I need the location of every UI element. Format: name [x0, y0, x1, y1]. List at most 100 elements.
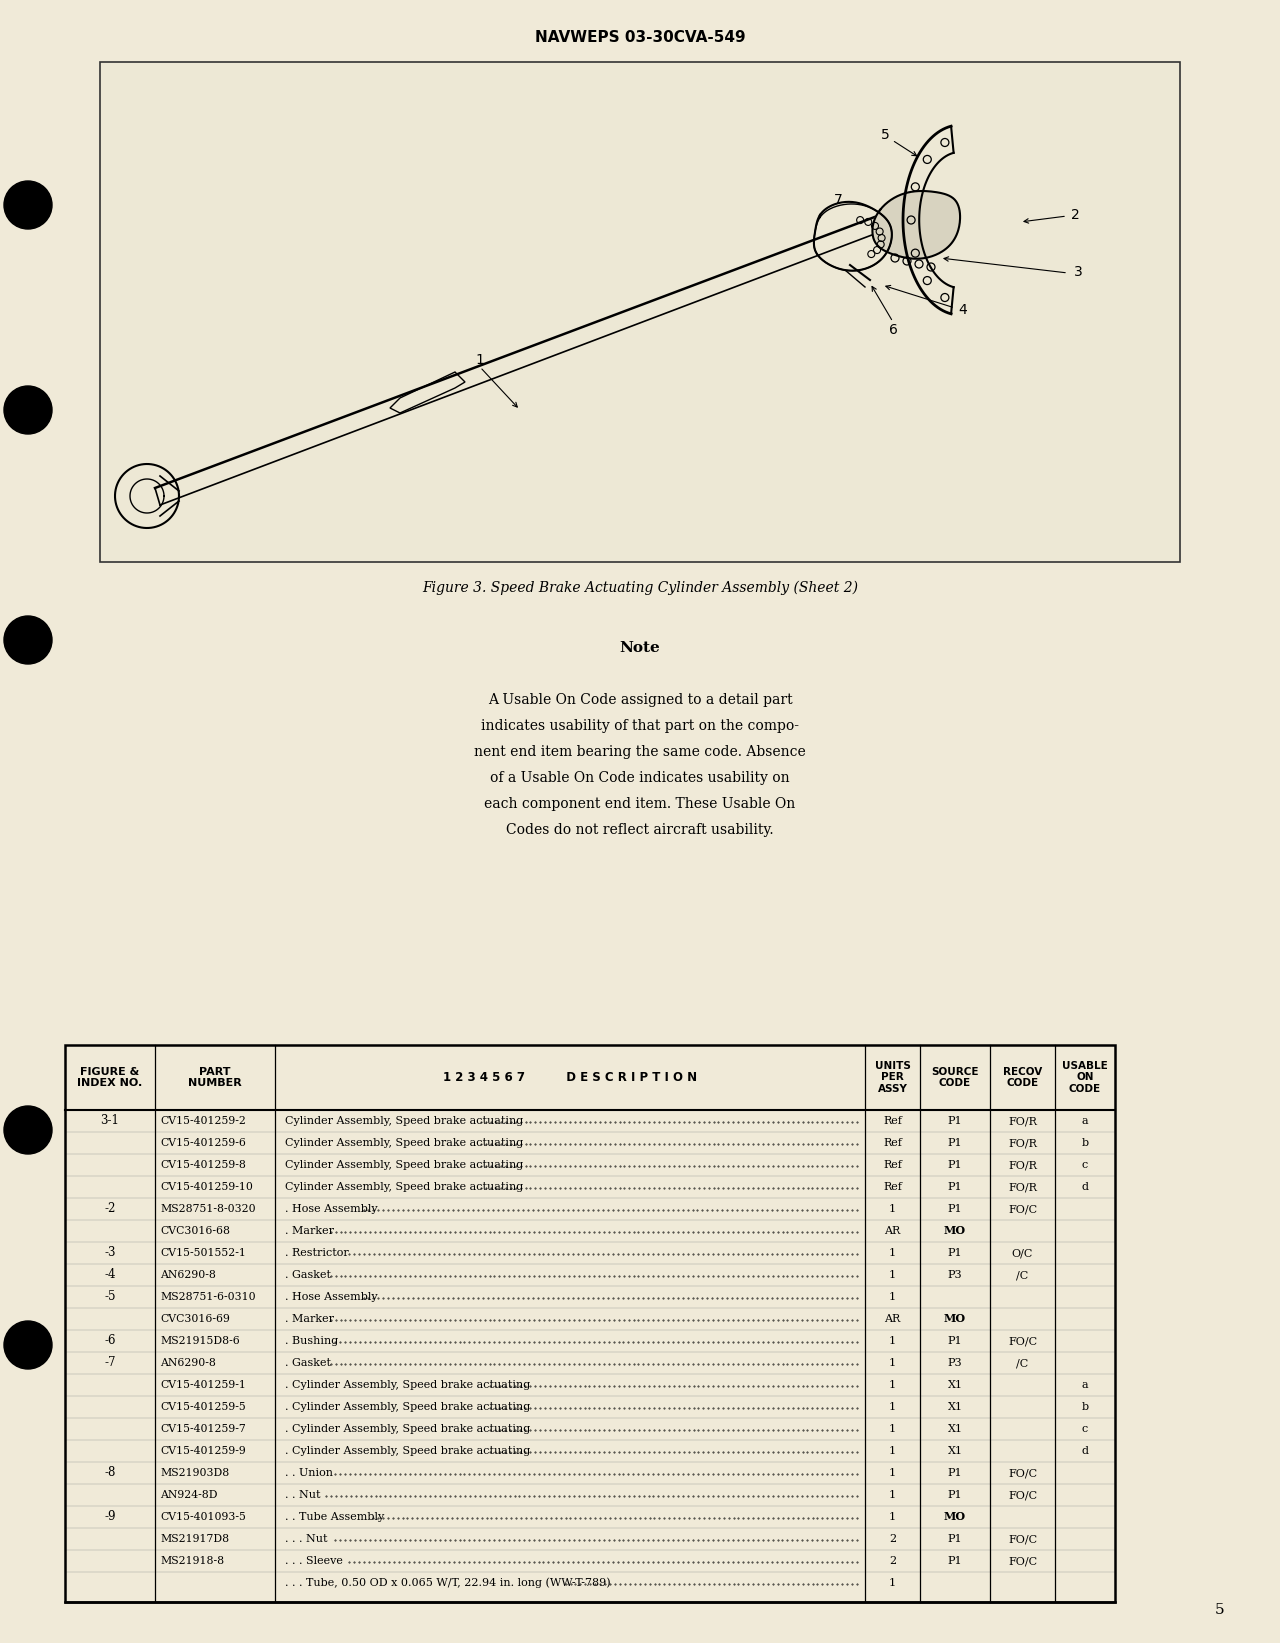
Text: b: b: [1082, 1139, 1088, 1148]
Circle shape: [4, 386, 52, 434]
Text: CV15-401259-6: CV15-401259-6: [160, 1139, 246, 1148]
Text: FO/R: FO/R: [1009, 1116, 1037, 1125]
Text: FO/C: FO/C: [1007, 1535, 1037, 1544]
Text: 1: 1: [888, 1512, 896, 1521]
Text: . Gasket: . Gasket: [285, 1270, 332, 1280]
Text: . Hose Assembly: . Hose Assembly: [285, 1291, 378, 1301]
Text: PART
NUMBER: PART NUMBER: [188, 1066, 242, 1088]
Text: 3-1: 3-1: [101, 1114, 119, 1127]
Text: MO: MO: [943, 1313, 966, 1324]
Text: 2: 2: [888, 1556, 896, 1566]
Text: FO/R: FO/R: [1009, 1160, 1037, 1170]
Text: -8: -8: [104, 1467, 115, 1479]
Text: of a Usable On Code indicates usability on: of a Usable On Code indicates usability …: [490, 771, 790, 785]
Text: CV15-401259-2: CV15-401259-2: [160, 1116, 246, 1125]
Text: AN6290-8: AN6290-8: [160, 1270, 216, 1280]
Text: 2: 2: [888, 1535, 896, 1544]
Text: c: c: [1082, 1424, 1088, 1434]
Text: c: c: [1082, 1160, 1088, 1170]
Text: 5: 5: [1215, 1604, 1225, 1617]
Text: 1: 1: [888, 1467, 896, 1479]
Bar: [100, 62, 1180, 562]
Text: AN6290-8: AN6290-8: [160, 1359, 216, 1369]
Text: FIGURE &
INDEX NO.: FIGURE & INDEX NO.: [77, 1066, 142, 1088]
Text: P1: P1: [947, 1160, 963, 1170]
Text: RECOV
CODE: RECOV CODE: [1002, 1066, 1042, 1088]
Text: 7: 7: [833, 192, 842, 207]
Text: 2: 2: [1070, 209, 1079, 222]
Text: /C: /C: [1016, 1270, 1029, 1280]
Text: FO/C: FO/C: [1007, 1467, 1037, 1479]
Text: USABLE
ON
CODE: USABLE ON CODE: [1062, 1061, 1108, 1094]
Text: MS28751-6-0310: MS28751-6-0310: [160, 1291, 256, 1301]
Text: 1: 1: [888, 1249, 896, 1259]
Text: . Cylinder Assembly, Speed brake actuating: . Cylinder Assembly, Speed brake actuati…: [285, 1446, 530, 1456]
Text: 6: 6: [888, 324, 897, 337]
Circle shape: [4, 1106, 52, 1153]
Text: . Restrictor: . Restrictor: [285, 1249, 348, 1259]
Text: X1: X1: [947, 1446, 963, 1456]
Text: MS28751-8-0320: MS28751-8-0320: [160, 1204, 256, 1214]
Text: P1: P1: [947, 1556, 963, 1566]
Text: 1: 1: [888, 1401, 896, 1411]
Text: CV15-401259-10: CV15-401259-10: [160, 1181, 253, 1193]
Text: . . . Tube, 0.50 OD x 0.065 W/T, 22.94 in. long (WW-T-789): . . . Tube, 0.50 OD x 0.065 W/T, 22.94 i…: [285, 1577, 611, 1589]
Text: P1: P1: [947, 1139, 963, 1148]
Text: SOURCE
CODE: SOURCE CODE: [932, 1066, 979, 1088]
Text: 1 2 3 4 5 6 7          D E S C R I P T I O N: 1 2 3 4 5 6 7 D E S C R I P T I O N: [443, 1071, 698, 1084]
Text: CVC3016-68: CVC3016-68: [160, 1226, 230, 1236]
Text: UNITS
PER
ASSY: UNITS PER ASSY: [874, 1061, 910, 1094]
Text: nent end item bearing the same code. Absence: nent end item bearing the same code. Abs…: [474, 744, 806, 759]
Text: MO: MO: [943, 1226, 966, 1237]
Text: CV15-401259-8: CV15-401259-8: [160, 1160, 246, 1170]
Text: 4: 4: [959, 302, 968, 317]
Text: P3: P3: [947, 1359, 963, 1369]
Text: indicates usability of that part on the compo-: indicates usability of that part on the …: [481, 720, 799, 733]
Text: FO/C: FO/C: [1007, 1336, 1037, 1346]
Text: P1: P1: [947, 1535, 963, 1544]
Polygon shape: [873, 191, 960, 258]
Text: FO/C: FO/C: [1007, 1490, 1037, 1500]
Text: b: b: [1082, 1401, 1088, 1411]
Text: d: d: [1082, 1446, 1088, 1456]
Text: Cylinder Assembly, Speed brake actuating: Cylinder Assembly, Speed brake actuating: [285, 1139, 524, 1148]
Text: d: d: [1082, 1181, 1088, 1193]
Text: 1: 1: [888, 1577, 896, 1589]
Text: MS21903D8: MS21903D8: [160, 1467, 229, 1479]
Text: CVC3016-69: CVC3016-69: [160, 1314, 230, 1324]
Text: a: a: [1082, 1116, 1088, 1125]
Text: CV15-401259-5: CV15-401259-5: [160, 1401, 246, 1411]
Text: -3: -3: [104, 1247, 115, 1260]
Text: P1: P1: [947, 1336, 963, 1346]
Text: P1: P1: [947, 1467, 963, 1479]
Text: . Cylinder Assembly, Speed brake actuating: . Cylinder Assembly, Speed brake actuati…: [285, 1424, 530, 1434]
Text: . . . Sleeve: . . . Sleeve: [285, 1556, 343, 1566]
Text: 1: 1: [476, 353, 484, 366]
Text: Ref: Ref: [883, 1116, 902, 1125]
Text: MS21917D8: MS21917D8: [160, 1535, 229, 1544]
Text: -4: -4: [104, 1268, 115, 1282]
Text: CV15-401259-9: CV15-401259-9: [160, 1446, 246, 1456]
Text: AR: AR: [884, 1226, 901, 1236]
Text: Ref: Ref: [883, 1139, 902, 1148]
Text: P3: P3: [947, 1270, 963, 1280]
Text: 3: 3: [1074, 265, 1083, 279]
Text: /C: /C: [1016, 1359, 1029, 1369]
Bar: [65, 1045, 1115, 1602]
Text: P1: P1: [947, 1490, 963, 1500]
Text: MS21915D8-6: MS21915D8-6: [160, 1336, 239, 1346]
Text: 5: 5: [881, 128, 890, 141]
Text: Figure 3. Speed Brake Actuating Cylinder Assembly (Sheet 2): Figure 3. Speed Brake Actuating Cylinder…: [422, 582, 858, 595]
Text: -9: -9: [104, 1510, 115, 1523]
Text: 1: 1: [888, 1359, 896, 1369]
Text: Cylinder Assembly, Speed brake actuating: Cylinder Assembly, Speed brake actuating: [285, 1116, 524, 1125]
Text: 1: 1: [888, 1446, 896, 1456]
Text: Cylinder Assembly, Speed brake actuating: Cylinder Assembly, Speed brake actuating: [285, 1160, 524, 1170]
Text: 1: 1: [888, 1270, 896, 1280]
Text: P1: P1: [947, 1204, 963, 1214]
Text: X1: X1: [947, 1380, 963, 1390]
Text: AR: AR: [884, 1314, 901, 1324]
Text: CV15-401259-1: CV15-401259-1: [160, 1380, 246, 1390]
Text: A Usable On Code assigned to a detail part: A Usable On Code assigned to a detail pa…: [488, 693, 792, 706]
Text: FO/C: FO/C: [1007, 1204, 1037, 1214]
